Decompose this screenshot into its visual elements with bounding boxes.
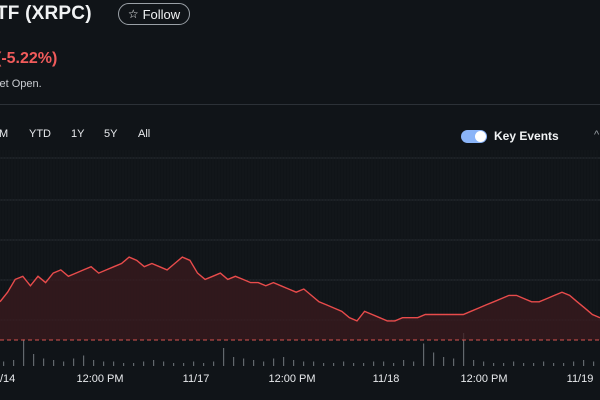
volume-bar	[373, 361, 375, 366]
x-tick-label: 11/18	[373, 373, 400, 385]
volume-bar	[483, 361, 485, 366]
tab-range-ytd[interactable]: YTD	[29, 128, 51, 140]
volume-bar	[493, 363, 495, 366]
volume-bar	[303, 361, 305, 366]
volume-bar	[113, 361, 115, 366]
tab-range-all[interactable]: All	[138, 128, 151, 140]
chevron-up-icon[interactable]: ^	[594, 129, 600, 141]
volume-bar	[213, 361, 215, 366]
volume-bar	[93, 360, 95, 366]
tab-range-1y[interactable]: 1Y	[71, 128, 85, 140]
volume-bar	[33, 354, 35, 366]
toggle-switch-icon[interactable]	[461, 129, 487, 143]
volume-bar	[23, 339, 25, 366]
volume-bar	[443, 357, 445, 366]
volume-bar	[473, 360, 475, 366]
volume-bar	[523, 363, 525, 366]
volume-bar	[393, 363, 395, 366]
volume-bar	[513, 361, 515, 366]
volume-bars	[3, 333, 595, 366]
volume-bar	[43, 358, 45, 366]
volume-bar	[233, 357, 235, 366]
volume-bar	[123, 363, 125, 366]
volume-bar	[83, 355, 85, 366]
x-tick-label: 11/17	[183, 373, 210, 385]
key-events-label: Key Events	[494, 129, 559, 143]
volume-bar	[153, 360, 155, 366]
price-change-percent: (-5.22%)	[0, 50, 58, 67]
volume-bar	[323, 363, 325, 366]
volume-bar	[573, 361, 575, 366]
x-tick-label: 11/19	[567, 373, 594, 385]
follow-label: Follow	[142, 6, 181, 22]
volume-bar	[423, 343, 425, 366]
tab-range-m[interactable]: M	[0, 128, 9, 140]
market-status: ket Open.	[0, 78, 42, 90]
volume-bar	[63, 361, 65, 366]
volume-bar	[163, 361, 165, 366]
x-axis-labels: /14 12:00 PM 11/17 12:00 PM 11/18 12:00 PM 11/…	[0, 373, 593, 385]
price-line	[0, 256, 600, 322]
volume-bar	[133, 363, 135, 366]
volume-bar	[353, 363, 355, 366]
volume-bar	[413, 361, 415, 366]
volume-bar	[593, 361, 595, 366]
volume-bar	[503, 363, 505, 366]
volume-bar	[263, 361, 265, 366]
volume-bar	[563, 363, 565, 366]
volume-bar	[143, 361, 145, 366]
volume-bar	[533, 363, 535, 366]
price-area-fill	[0, 257, 600, 340]
volume-bar	[3, 361, 5, 366]
volume-bar	[543, 361, 545, 366]
star-icon: ☆	[127, 7, 139, 21]
volume-bar	[333, 363, 335, 366]
x-tick-label: 12:00 PM	[268, 373, 315, 385]
volume-bar	[313, 361, 315, 366]
volume-bar	[553, 363, 555, 366]
volume-bar	[223, 348, 225, 366]
ticker-title: TF (XRPC)	[0, 3, 92, 24]
header-divider	[0, 104, 600, 105]
volume-bar	[13, 360, 15, 366]
x-tick-label: /14	[0, 373, 15, 385]
volume-bar	[253, 360, 255, 366]
volume-bar	[383, 361, 385, 366]
volume-bar	[363, 363, 365, 366]
volume-bar	[403, 360, 405, 366]
follow-button[interactable]: ☆ Follow	[118, 3, 190, 25]
volume-bar	[433, 352, 435, 366]
x-tick-label: 12:00 PM	[460, 373, 507, 385]
volume-bar	[293, 360, 295, 366]
volume-bar	[463, 333, 465, 366]
volume-bar	[193, 361, 195, 366]
key-events-toggle[interactable]: Key Events	[461, 128, 559, 144]
volume-bar	[183, 363, 185, 366]
volume-bar	[103, 361, 105, 366]
volume-bar	[583, 360, 585, 366]
volume-bar	[173, 363, 175, 366]
volume-bar	[283, 357, 285, 366]
volume-bar	[53, 360, 55, 366]
volume-bar	[273, 358, 275, 366]
price-chart[interactable]: /14 12:00 PM 11/17 12:00 PM 11/18 12:00 PM 11/…	[0, 150, 600, 400]
tab-range-5y[interactable]: 5Y	[104, 128, 118, 140]
x-tick-label: 12:00 PM	[76, 373, 123, 385]
volume-bar	[73, 358, 75, 366]
volume-bar	[453, 358, 455, 366]
volume-bar	[343, 361, 345, 366]
volume-bar	[243, 358, 245, 366]
volume-bar	[203, 363, 205, 366]
